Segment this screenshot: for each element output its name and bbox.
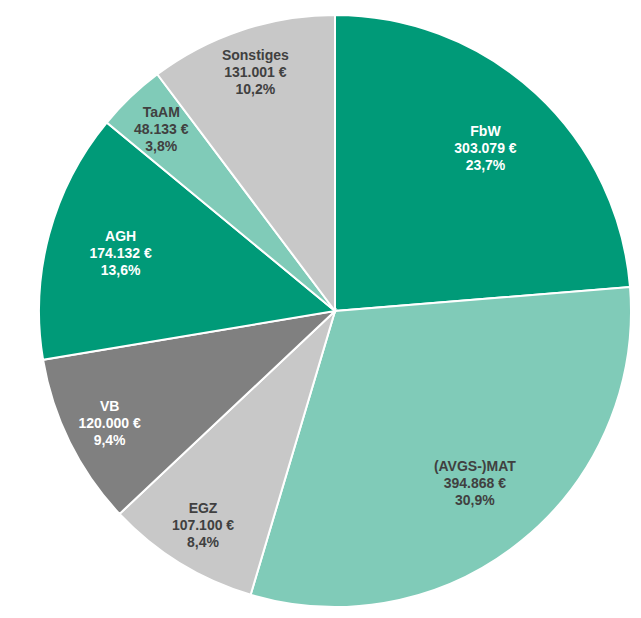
svg-text:Sonstiges131.001 €10,2%: Sonstiges131.001 €10,2% <box>222 47 289 97</box>
svg-text:EGZ107.100 €8,4%: EGZ107.100 €8,4% <box>172 500 234 550</box>
svg-text:AGH174.132 €13,6%: AGH174.132 €13,6% <box>89 228 151 278</box>
svg-text:VB120.000 €9,4%: VB120.000 €9,4% <box>78 398 140 448</box>
svg-text:TaAM48.133 €3,8%: TaAM48.133 €3,8% <box>134 104 189 154</box>
svg-text:FbW303.079 €23,7%: FbW303.079 €23,7% <box>454 123 516 173</box>
svg-text:(AVGS-)MAT394.868 €30,9%: (AVGS-)MAT394.868 €30,9% <box>434 458 516 508</box>
